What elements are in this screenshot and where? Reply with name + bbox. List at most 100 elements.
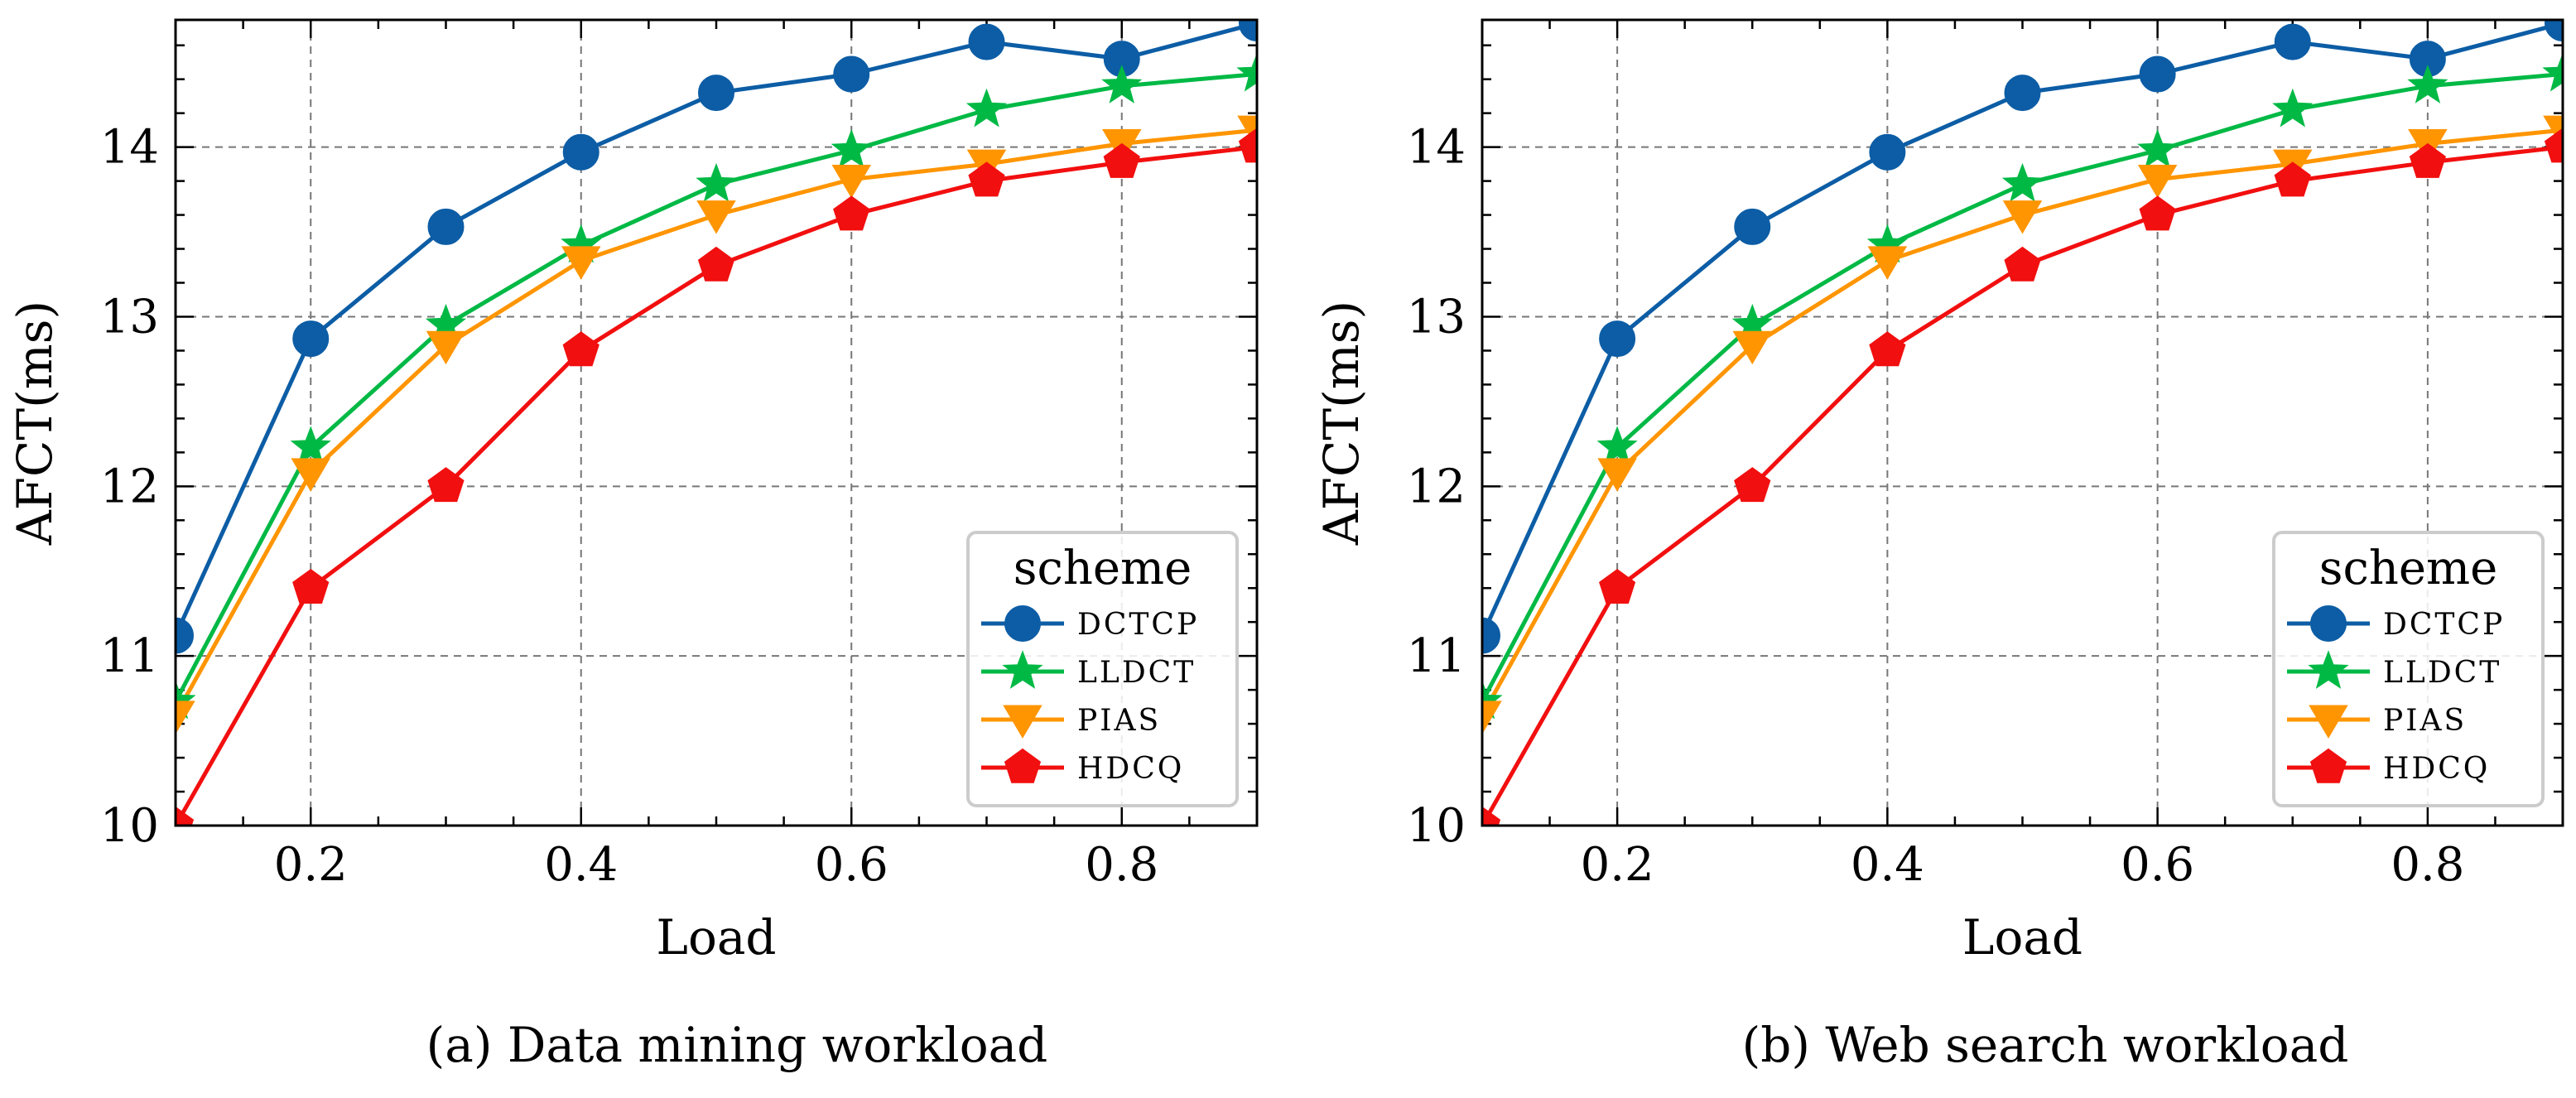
data-point-hdcq: [2274, 161, 2311, 197]
data-point-pias: [1482, 701, 1502, 734]
data-point-dctcp: [2545, 20, 2563, 42]
data-point-hdcq: [2004, 246, 2041, 282]
x-axis-label: Load: [656, 909, 776, 966]
data-point-hdcq: [292, 568, 330, 604]
data-point-lldct: [2542, 52, 2563, 92]
x-tick-label: 0.4: [544, 838, 618, 892]
legend-swatch-marker-lldct: [1002, 650, 1043, 689]
data-point-pias: [2137, 165, 2178, 199]
data-point-dctcp: [833, 55, 870, 93]
data-point-dctcp: [1734, 208, 1771, 245]
y-tick-label: 10: [100, 799, 159, 853]
plot-area: [1482, 20, 2563, 826]
x-tick-label: 0.6: [815, 838, 888, 892]
data-point-dctcp: [427, 208, 465, 245]
x-tick-label: 0.4: [1851, 838, 1924, 892]
data-point-dctcp: [1869, 133, 1906, 171]
data-point-hdcq: [2409, 142, 2446, 178]
data-point-dctcp: [1239, 20, 1257, 42]
legend-swatch-marker-hdcq: [2309, 748, 2347, 783]
data-point-pias: [176, 701, 195, 734]
legend-label-lldct: LLDCT: [2383, 656, 2501, 690]
data-point-lldct: [831, 128, 872, 168]
data-point-hdcq: [2544, 128, 2563, 163]
data-point-lldct: [696, 162, 737, 202]
data-point-lldct: [1236, 52, 1257, 92]
axes-frame: [1481, 18, 2564, 827]
data-point-hdcq: [697, 246, 735, 282]
y-tick-label: 12: [100, 460, 159, 513]
data-point-pias: [1867, 246, 1908, 280]
legend-label-hdcq: HDCQ: [2383, 752, 2490, 786]
data-point-hdcq: [968, 161, 1005, 197]
data-point-hdcq: [1103, 142, 1140, 178]
axes-frame: [174, 18, 1259, 827]
x-tick-label: 0.2: [274, 838, 348, 892]
y-axis-label: AFCT(ms): [1313, 301, 1370, 546]
data-point-hdcq: [1482, 806, 1501, 826]
data-point-pias: [1597, 458, 1637, 492]
data-point-dctcp: [2274, 23, 2311, 60]
legend-label-lldct: LLDCT: [1077, 656, 1196, 690]
data-point-hdcq: [1599, 568, 1636, 604]
data-point-dctcp: [292, 320, 330, 358]
data-point-pias: [291, 458, 330, 492]
legend-swatch-marker-dctcp: [1004, 605, 1041, 642]
legend-label-hdcq: HDCQ: [1077, 752, 1184, 786]
data-point-lldct: [290, 426, 331, 465]
x-tick-label: 0.6: [2121, 838, 2194, 892]
x-axis-label: Load: [1962, 909, 2082, 966]
caption-web-search: (b) Web search workload: [1741, 1017, 2349, 1073]
y-tick-label: 14: [100, 121, 159, 175]
data-point-pias: [561, 246, 601, 280]
chart-data-mining: 0.2 0.4 0.6 0.8 10 11 12 13 14 Load AFCT(ms) scheme…: [7, 18, 1259, 966]
data-point-hdcq: [176, 806, 195, 826]
data-point-dctcp: [1482, 617, 1500, 654]
caption-data-mining: (a) Data mining workload: [426, 1017, 1048, 1073]
y-tick-label: 13: [1407, 290, 1466, 344]
data-point-lldct: [1101, 65, 1143, 104]
legend-label-dctcp: DCTCP: [1077, 608, 1199, 642]
data-point-dctcp: [562, 133, 599, 171]
y-tick-label: 14: [1407, 121, 1466, 175]
legend-swatch-marker-pias: [2309, 705, 2348, 739]
data-point-pias: [696, 200, 736, 234]
data-point-lldct: [2407, 65, 2448, 104]
data-point-lldct: [2137, 128, 2179, 168]
data-point-lldct: [965, 88, 1008, 128]
data-point-dctcp: [1599, 320, 1636, 358]
legend-title: scheme: [1014, 542, 1192, 595]
data-point-hdcq: [833, 195, 870, 231]
data-point-hdcq: [2139, 195, 2176, 231]
legend-swatch-marker-lldct: [2308, 650, 2349, 689]
legend-label-pias: PIAS: [1077, 704, 1161, 738]
chart-web-search: 0.2 0.4 0.6 0.8 10 11 12 13 14 Load AFCT(ms) scheme…: [1313, 18, 2564, 966]
x-tick-label: 0.8: [1085, 838, 1158, 892]
legend-swatch-marker-dctcp: [2310, 605, 2347, 642]
x-tick-label: 0.2: [1581, 838, 1654, 892]
legend-label-dctcp: DCTCP: [2383, 608, 2505, 642]
data-point-lldct: [2272, 88, 2314, 128]
y-tick-label: 11: [100, 629, 159, 683]
data-point-dctcp: [968, 23, 1005, 60]
y-tick-label: 11: [1407, 629, 1466, 683]
data-point-hdcq: [1869, 331, 1906, 367]
legend-swatch-marker-pias: [1003, 705, 1042, 739]
y-tick-label: 10: [1407, 799, 1466, 853]
legend-box: [2272, 531, 2545, 807]
data-point-hdcq: [1734, 467, 1771, 503]
data-point-lldct: [1596, 426, 1638, 465]
y-tick-label: 13: [100, 290, 159, 344]
data-point-pias: [2002, 200, 2043, 234]
data-point-hdcq: [1238, 128, 1257, 163]
legend-swatch-marker-hdcq: [1004, 748, 1042, 783]
data-point-hdcq: [562, 331, 599, 367]
data-point-lldct: [2001, 162, 2044, 202]
data-point-pias: [1732, 330, 1772, 365]
plot-area: [176, 20, 1257, 826]
y-tick-label: 12: [1407, 460, 1466, 513]
data-point-hdcq: [427, 467, 465, 503]
data-point-pias: [831, 165, 871, 199]
legend-box: [966, 531, 1239, 807]
